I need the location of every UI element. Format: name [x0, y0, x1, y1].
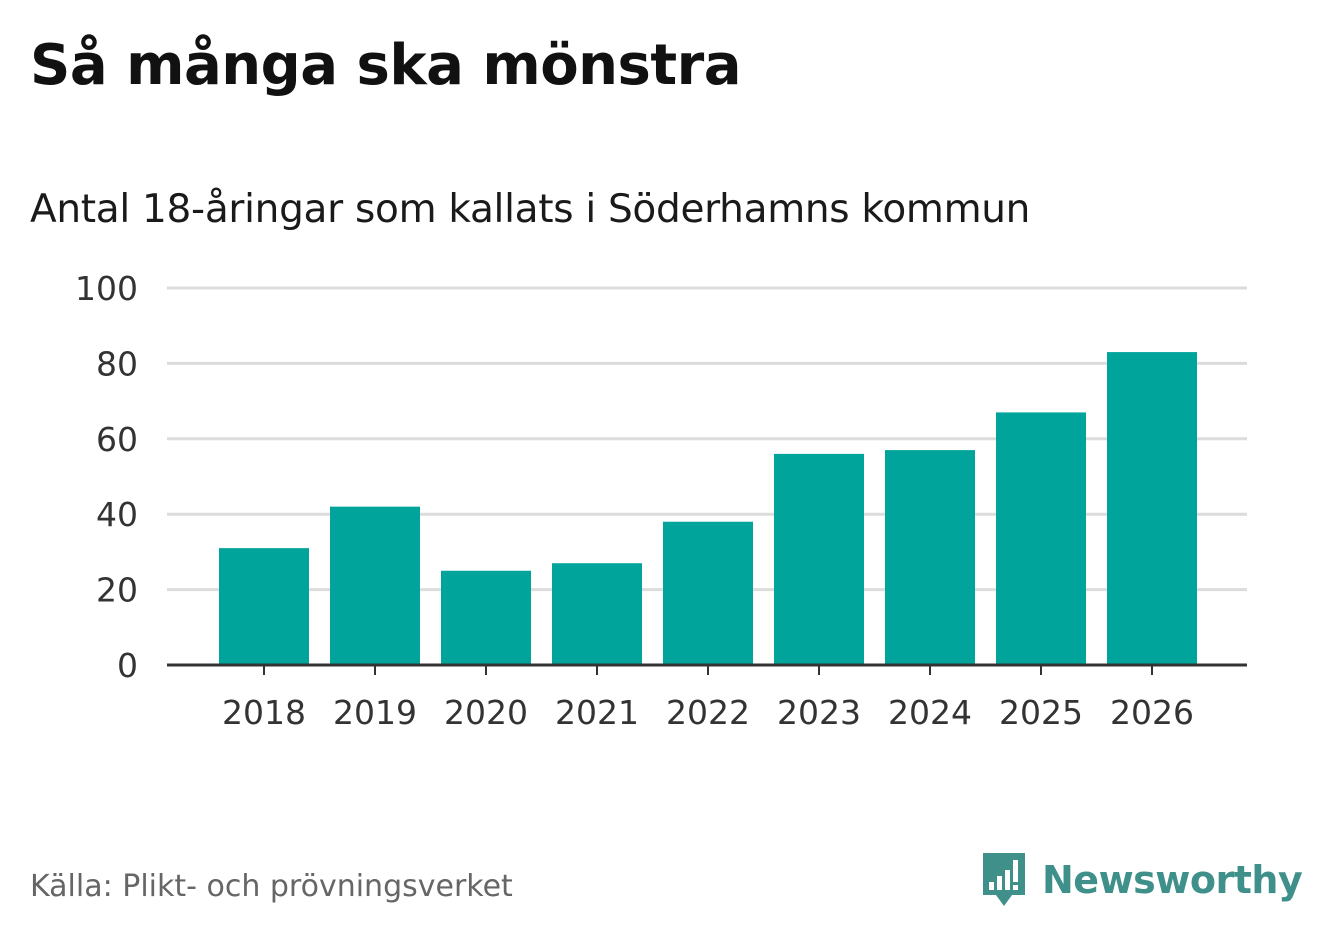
bar-2026	[1107, 352, 1197, 665]
source-note: Källa: Plikt- och prövningsverket	[30, 869, 513, 904]
bar-2022	[663, 521, 753, 665]
y-tick-label: 100	[75, 269, 138, 308]
y-tick-label: 0	[117, 646, 138, 685]
x-tick-label: 2022	[666, 693, 750, 732]
chart-title: Så många ska mönstra	[30, 33, 742, 98]
x-tick-label: 2023	[777, 693, 861, 732]
x-tick-label: 2020	[444, 693, 528, 732]
bar-2025	[996, 412, 1086, 665]
bars	[219, 352, 1197, 665]
axes	[167, 663, 1247, 675]
y-tick-label: 60	[96, 420, 138, 459]
x-tick-label: 2021	[555, 693, 639, 732]
x-tick-label: 2024	[888, 693, 972, 732]
y-tick-label: 20	[96, 571, 138, 610]
x-tick-label: 2019	[333, 693, 417, 732]
newsworthy-logo-icon	[983, 853, 1025, 906]
tick-labels: 0 20 40 60 80 100 2018 2019 2020 2021 2022 2023 2024…	[75, 269, 1194, 732]
x-tick-label: 2018	[222, 693, 306, 732]
bar-2018	[219, 548, 309, 665]
brand-name: Newsworthy	[1042, 858, 1303, 902]
x-tick-label: 2026	[1110, 693, 1194, 732]
bar-chart: 0 20 40 60 80 100 2018 2019 2020 2021 2022 2023 2024…	[75, 269, 1247, 732]
bar-2023	[774, 453, 864, 665]
newsworthy-brand[interactable]: Newsworthy	[980, 850, 1303, 910]
x-tick-label: 2025	[999, 693, 1083, 732]
bar-2020	[441, 570, 531, 665]
y-tick-label: 80	[96, 344, 138, 383]
chart-subtitle: Antal 18-åringar som kallats i Söderhamn…	[30, 187, 1031, 232]
bar-2024	[885, 450, 975, 665]
y-tick-label: 40	[96, 495, 138, 534]
bar-2019	[330, 506, 420, 665]
bar-2021	[552, 563, 642, 665]
